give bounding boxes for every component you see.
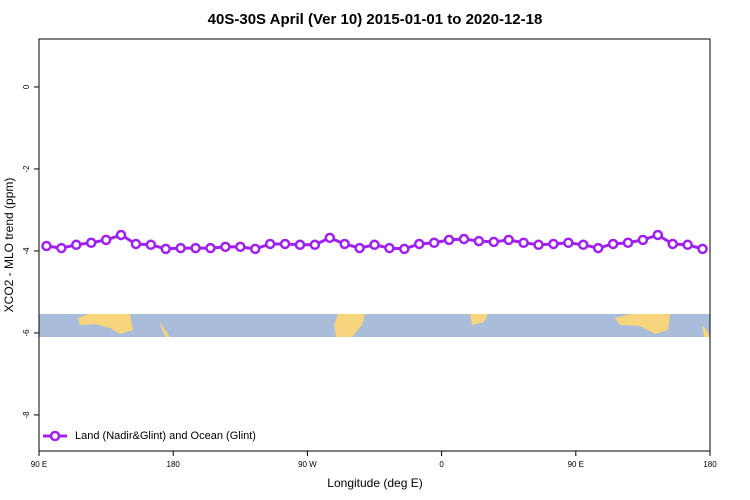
y-tick-label: -6 bbox=[22, 329, 31, 337]
data-point bbox=[578, 239, 589, 251]
data-point bbox=[399, 243, 410, 255]
y-tick-label: 0 bbox=[22, 84, 31, 89]
data-point bbox=[369, 239, 380, 251]
data-point bbox=[503, 234, 514, 246]
data-point bbox=[652, 229, 664, 241]
data-point bbox=[264, 238, 276, 250]
map-strip bbox=[39, 314, 710, 337]
y-tick-label: -2 bbox=[22, 165, 31, 173]
data-point bbox=[473, 235, 485, 247]
data-point bbox=[533, 239, 544, 251]
data-point bbox=[130, 238, 142, 250]
data-point bbox=[622, 237, 634, 248]
legend-label: Land (Nadir&Glint) and Ocean (Glint) bbox=[75, 430, 256, 442]
data-point bbox=[488, 236, 500, 248]
data-point bbox=[384, 242, 395, 254]
y-tick-label: -8 bbox=[22, 411, 31, 419]
data-point bbox=[518, 237, 529, 248]
data-point bbox=[637, 234, 649, 246]
data-point bbox=[607, 238, 619, 250]
data-point bbox=[458, 233, 470, 245]
data-point bbox=[71, 239, 82, 251]
y-tick-label: -4 bbox=[22, 247, 31, 255]
y-axis-label: XCO2 - MLO trend (ppm) bbox=[2, 178, 16, 313]
data-point bbox=[428, 237, 440, 248]
data-point bbox=[85, 237, 97, 248]
x-tick-label: 0 bbox=[439, 460, 444, 469]
data-point bbox=[279, 238, 291, 250]
x-tick-label: 90 E bbox=[31, 460, 47, 469]
data-point bbox=[115, 229, 127, 241]
legend-marker bbox=[49, 430, 61, 442]
data-point bbox=[294, 239, 306, 251]
x-tick-label: 90 E bbox=[568, 460, 584, 469]
data-point bbox=[160, 243, 171, 255]
data-point bbox=[682, 239, 693, 251]
x-tick-label: 180 bbox=[703, 460, 717, 469]
data-point bbox=[100, 234, 112, 246]
data-point bbox=[443, 234, 455, 246]
x-tick-label: 180 bbox=[167, 460, 181, 469]
x-axis-label: Longitude (deg E) bbox=[327, 476, 422, 490]
plot-frame bbox=[38, 38, 711, 452]
data-point bbox=[220, 241, 231, 253]
chart-title: 40S-30S April (Ver 10) 2015-01-01 to 202… bbox=[208, 11, 543, 28]
data-point bbox=[697, 243, 708, 255]
data-point bbox=[592, 242, 604, 254]
data-point bbox=[339, 238, 350, 250]
data-point bbox=[249, 243, 261, 255]
data-point bbox=[205, 242, 216, 254]
data-point bbox=[413, 238, 425, 250]
data-point bbox=[324, 232, 336, 244]
data-point bbox=[548, 238, 559, 250]
data-point bbox=[175, 242, 186, 254]
data-point bbox=[41, 240, 52, 252]
data-point bbox=[190, 242, 201, 254]
x-tick-label: 90 W bbox=[298, 460, 317, 469]
data-point bbox=[667, 238, 678, 250]
data-point bbox=[309, 239, 321, 251]
data-point bbox=[56, 242, 67, 254]
data-point bbox=[145, 239, 157, 251]
data-point bbox=[563, 237, 574, 248]
data-point bbox=[235, 241, 246, 253]
data-point bbox=[354, 242, 365, 254]
